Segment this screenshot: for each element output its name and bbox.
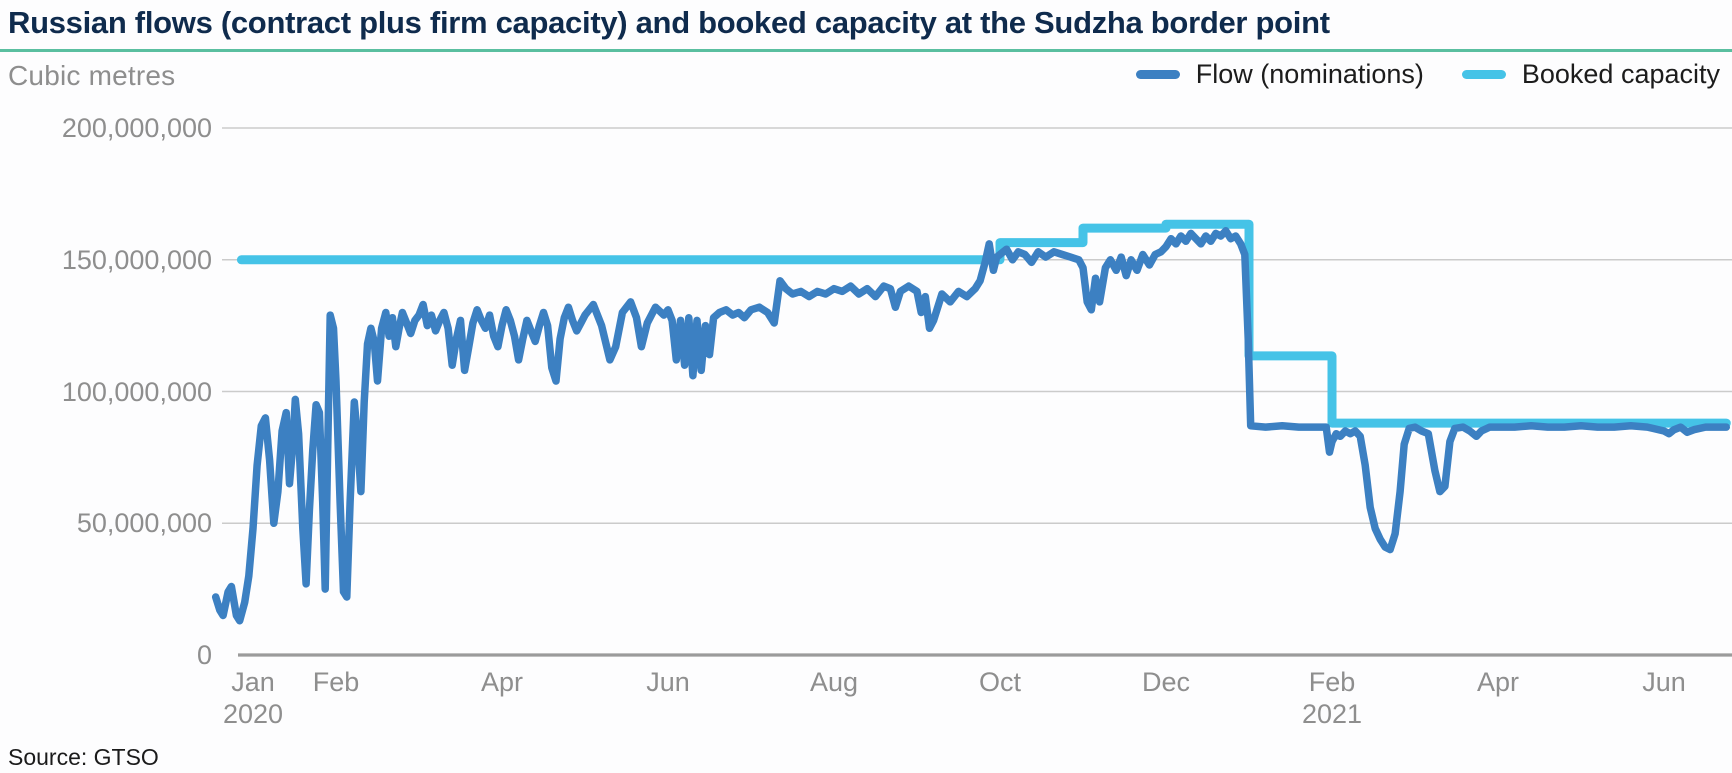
- booked-capacity-swatch: [1461, 69, 1506, 79]
- x-axis-tick-label: Jun: [1642, 667, 1686, 697]
- y-axis-tick-label: 100,000,000: [61, 376, 212, 407]
- accent-rule-divider: [0, 49, 1732, 52]
- x-axis-tick-label: Apr: [1476, 667, 1520, 697]
- booked-capacity-line: [236, 219, 1731, 428]
- y-axis-unit-label: Cubic metres: [8, 60, 176, 91]
- x-axis-year-label: 2021: [1301, 699, 1363, 729]
- y-axis-tick-label: 200,000,000: [61, 113, 212, 143]
- x-axis-tick-label: Dec: [1141, 667, 1190, 697]
- x-axis-tick-label: Aug: [809, 667, 859, 697]
- page-title: Russian flows (contract plus firm capaci…: [8, 5, 1330, 40]
- x-axis-tick-label: Oct: [978, 667, 1021, 697]
- legend: Flow (nominations) Booked capacity: [1135, 58, 1720, 90]
- legend-label-booked: Booked capacity: [1521, 58, 1720, 89]
- y-axis-tick-label: 0: [196, 640, 212, 670]
- x-axis-tick-label: Apr: [480, 667, 524, 697]
- x-axis-tick-label: Feb: [1308, 667, 1356, 697]
- flow-line: [211, 227, 1731, 625]
- x-axis-tick-label: Jan: [231, 667, 275, 697]
- legend-item-booked: Booked capacity: [1461, 58, 1720, 90]
- source-label: Source: GTSO: [8, 744, 159, 770]
- legend-label-flow: Flow (nominations): [1195, 58, 1424, 89]
- x-axis-tick-label: Feb: [312, 667, 360, 697]
- x-axis-year-label: 2020: [222, 699, 284, 729]
- legend-item-flow: Flow (nominations): [1135, 58, 1424, 90]
- flow-line-swatch: [1135, 69, 1180, 79]
- y-axis-tick-label: 150,000,000: [61, 244, 212, 275]
- y-axis-tick-label: 50,000,000: [76, 508, 212, 539]
- x-axis-tick-label: Jun: [646, 667, 690, 697]
